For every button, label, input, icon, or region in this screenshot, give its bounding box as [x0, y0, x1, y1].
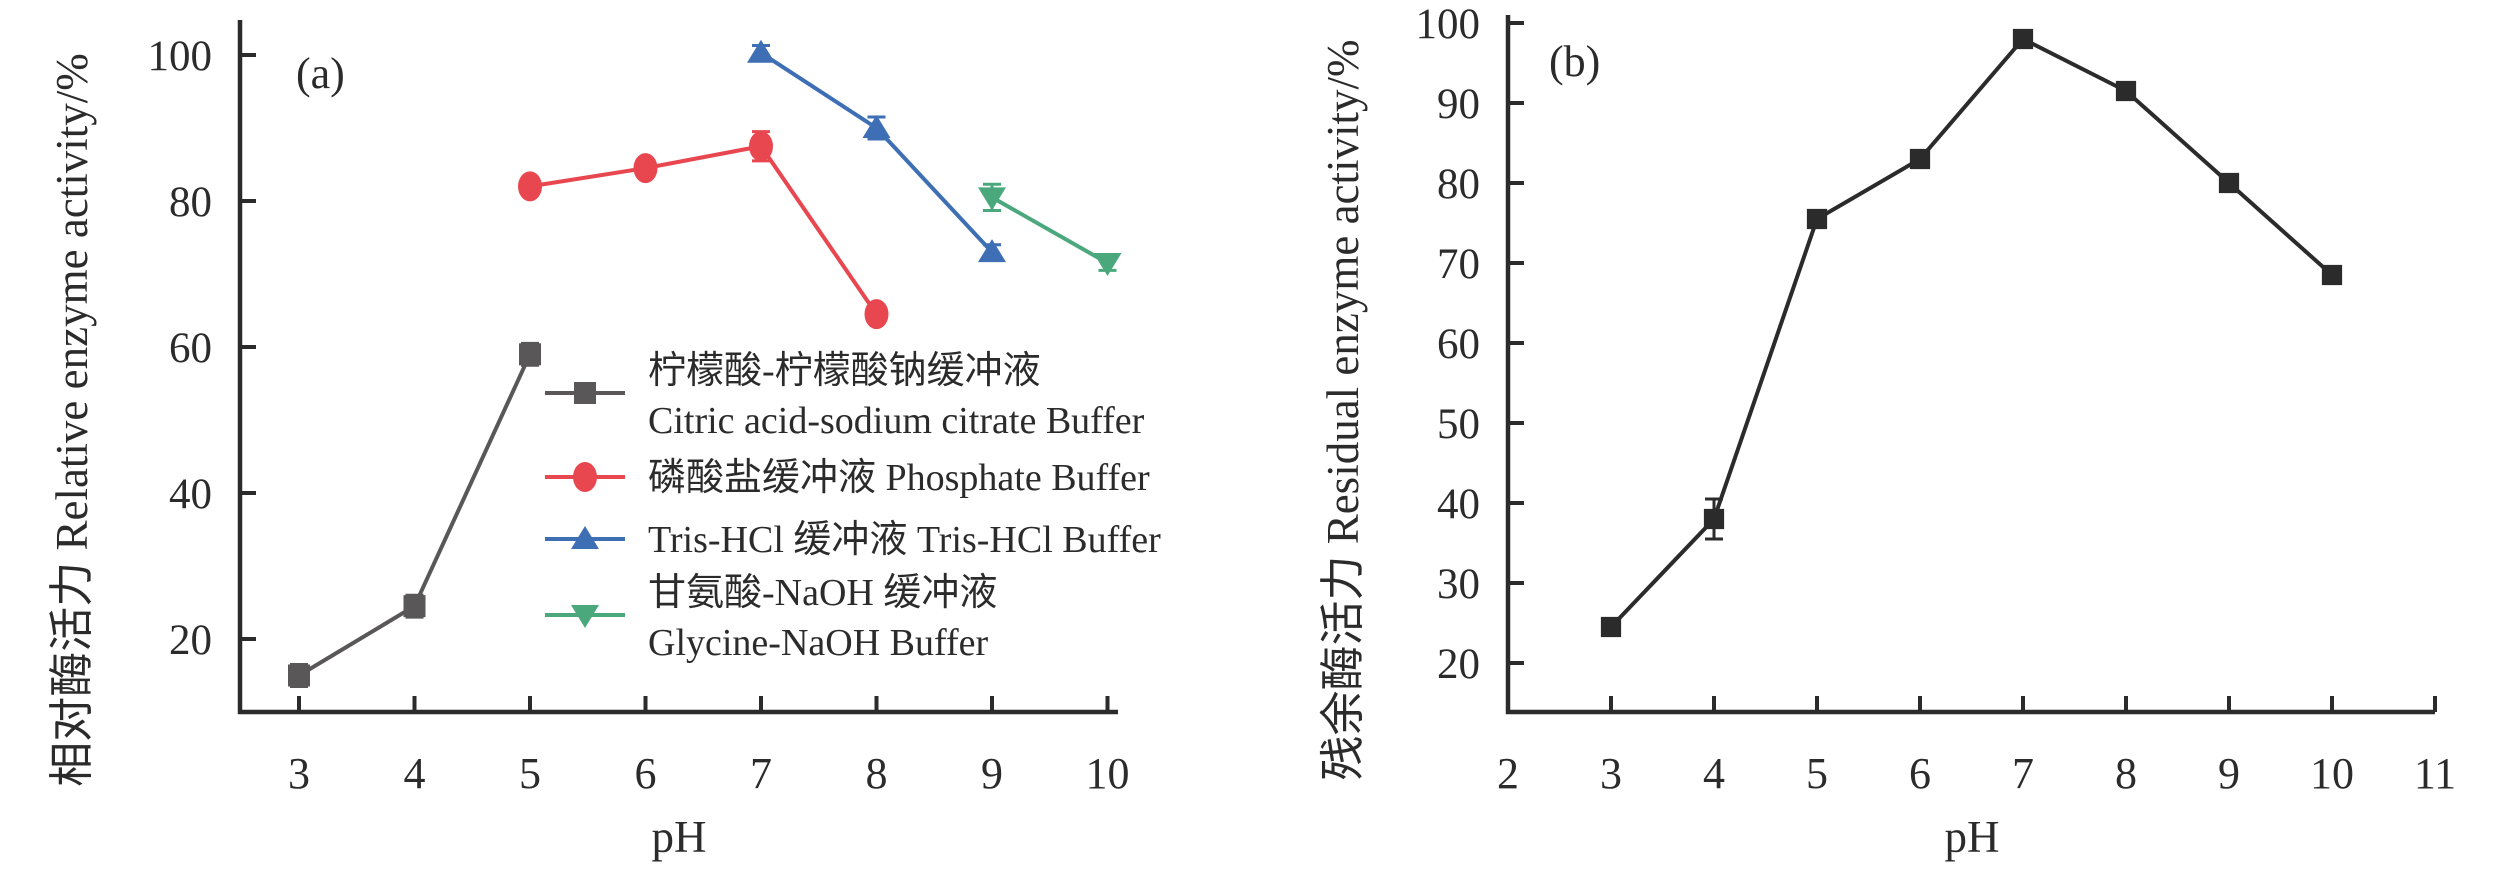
marker-circle [749, 131, 773, 162]
axis-lines [1505, 15, 2435, 715]
legend-label: 柠檬酸-柠檬酸钠缓冲液 [648, 350, 1041, 392]
series-line [297, 353, 532, 678]
x-tick-label: 8 [2115, 749, 2137, 798]
series-residual-enzyme-activity [1600, 28, 2343, 638]
y-tick-label: 30 [1437, 561, 1480, 608]
marker-square [1703, 508, 1725, 530]
legend-item-glycine-naoh-buffer: 甘氨酸-NaOH 缓冲液 Glycine-NaOH Buffer [545, 572, 997, 664]
x-tick-label: 9 [2218, 749, 2240, 798]
y-tick-label: 100 [1416, 1, 1481, 48]
legend-item-phosphate-buffer: 磷酸盐缓冲液 Phosphate Buffer [545, 457, 1150, 499]
panel-label: (a) [296, 49, 345, 98]
marker-square [1600, 616, 1622, 638]
marker-square [519, 343, 541, 366]
legend: 柠檬酸-柠檬酸钠缓冲液 Citric acid-sodium citrate Bu… [545, 350, 1161, 664]
y-tick-label: 80 [169, 179, 212, 226]
x-tick-label: 7 [2012, 749, 2034, 798]
y-tick-label: 60 [169, 325, 212, 372]
y-tick-label: 40 [169, 471, 212, 518]
marker-circle [864, 299, 889, 330]
panel-label: (b) [1549, 37, 1600, 86]
series-phosphate-buffer [518, 130, 889, 330]
series-citric-acid-sodium-citrate-buffer [288, 341, 541, 688]
y-tick-label: 80 [1437, 161, 1480, 208]
x-tick-label: 10 [2310, 749, 2354, 798]
legend-label: Citric acid-sodium citrate Buffer [648, 400, 1145, 442]
y-tick-label: 40 [1437, 481, 1480, 528]
x-tick-label: 4 [1703, 749, 1725, 798]
marker-square [2218, 172, 2240, 194]
x-tick-label: 3 [288, 749, 310, 798]
x-tick-label: 7 [750, 749, 772, 798]
marker-square [1909, 148, 1931, 170]
y-tick-label: 20 [1437, 641, 1480, 688]
marker-square [1806, 208, 1828, 230]
legend-label: 磷酸盐缓冲液 Phosphate Buffer [648, 457, 1150, 499]
x-tick-label: 11 [2414, 749, 2456, 798]
series-tris-hcl-buffer [747, 39, 1006, 263]
marker-triangle-up [862, 115, 891, 138]
y-axis-title: 相对酶活力 Relative enzyme activity/% [47, 53, 97, 787]
y-tick-label: 70 [1437, 241, 1480, 288]
marker-circle [518, 171, 542, 202]
marker-square [574, 382, 596, 404]
x-tick-label: 4 [404, 749, 426, 798]
marker-triangle-up [747, 39, 775, 63]
x-tick-label: 6 [1909, 749, 1931, 798]
marker-square [2321, 264, 2343, 286]
y-tick-label: 60 [1437, 321, 1480, 368]
marker-square [2115, 80, 2137, 102]
x-tick-label: 10 [1086, 749, 1130, 798]
series-line [529, 144, 879, 316]
marker-triangle-down [978, 187, 1006, 211]
marker-square [288, 664, 310, 687]
marker-triangle-up [978, 239, 1006, 263]
marker-square [403, 595, 426, 618]
y-tick-label: 100 [148, 33, 213, 80]
marker-triangle-down [1093, 253, 1122, 277]
x-tick-label: 3 [1600, 749, 1622, 798]
x-tick-label: 5 [1806, 749, 1828, 798]
legend-item-citric-acid-sodium-citrate-buffer: 柠檬酸-柠檬酸钠缓冲液 Citric acid-sodium citrate Bu… [545, 350, 1145, 442]
y-axis-title: 残余酶活力 Residual enzyme activity/% [1318, 39, 1368, 780]
legend-item-tris-hcl-buffer: Tris-HCl 缓冲液 Tris-HCl Buffer [545, 519, 1161, 561]
axis-lines [237, 20, 1118, 715]
series-line [991, 195, 1109, 265]
x-tick-label: 5 [519, 749, 541, 798]
marker-square [2012, 28, 2034, 50]
marker-triangle-up [571, 526, 599, 549]
legend-label: 甘氨酸-NaOH 缓冲液 [648, 572, 997, 614]
marker-triangle-down [571, 605, 599, 628]
y-tick-label: 20 [169, 617, 212, 664]
legend-label: Tris-HCl 缓冲液 Tris-HCl Buffer [648, 519, 1161, 561]
y-tick-label: 50 [1437, 401, 1480, 448]
x-tick-label: 2 [1497, 749, 1519, 798]
chart-panel-a: 20 40 60 80 100 3 4 5 6 7 8 9 10 pH 相对酶活力 Relative enz… [47, 20, 1161, 862]
x-tick-label: 8 [866, 749, 888, 798]
x-tick-label: 6 [635, 749, 657, 798]
series-line [759, 51, 994, 254]
x-axis-title: pH [1945, 812, 2000, 862]
legend-label: Glycine-NaOH Buffer [648, 622, 988, 664]
marker-circle [573, 462, 597, 492]
x-tick-label: 9 [981, 749, 1003, 798]
chart-panel-b: 20 30 40 50 60 70 80 90 100 2 3 4 5 6 7 8 9 10 11 pH 残余酶活力 R… [1318, 1, 2456, 862]
x-axis-title: pH [652, 812, 707, 862]
series-line [1609, 36, 2334, 629]
series-glycine-naoh-buffer [978, 182, 1122, 277]
y-tick-label: 90 [1437, 81, 1480, 128]
marker-circle [633, 153, 658, 184]
